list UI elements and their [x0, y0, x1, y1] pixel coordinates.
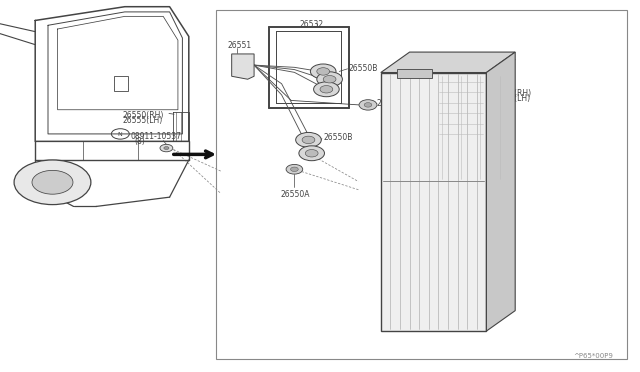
- FancyBboxPatch shape: [381, 73, 486, 331]
- Circle shape: [364, 103, 372, 107]
- Circle shape: [164, 147, 169, 150]
- Circle shape: [299, 146, 324, 161]
- FancyBboxPatch shape: [397, 69, 432, 78]
- Polygon shape: [486, 52, 515, 331]
- Text: 26521(RH): 26521(RH): [491, 89, 532, 97]
- Circle shape: [286, 164, 303, 174]
- Bar: [216, 10, 627, 359]
- Circle shape: [310, 64, 336, 79]
- Text: ^P65*00P9: ^P65*00P9: [573, 353, 612, 359]
- Circle shape: [296, 132, 321, 147]
- Circle shape: [291, 167, 298, 171]
- Circle shape: [359, 100, 377, 110]
- Text: 26550B: 26550B: [349, 64, 378, 73]
- Circle shape: [320, 86, 333, 93]
- Circle shape: [32, 170, 73, 194]
- Text: 26550A: 26550A: [376, 99, 406, 108]
- Circle shape: [317, 68, 330, 75]
- Text: 26532: 26532: [300, 20, 324, 29]
- Circle shape: [317, 72, 342, 87]
- Polygon shape: [381, 52, 515, 73]
- Polygon shape: [232, 54, 254, 79]
- Circle shape: [314, 82, 339, 97]
- Text: 26555(LH): 26555(LH): [123, 116, 163, 125]
- Text: 26551: 26551: [227, 41, 252, 50]
- Text: (8): (8): [134, 137, 145, 146]
- Circle shape: [323, 76, 336, 83]
- FancyBboxPatch shape: [114, 76, 128, 91]
- Text: 26550A: 26550A: [280, 190, 310, 199]
- Text: 26550B: 26550B: [323, 133, 353, 142]
- Circle shape: [305, 150, 318, 157]
- Text: 08911-10537: 08911-10537: [131, 132, 182, 141]
- Text: N: N: [117, 132, 122, 137]
- Circle shape: [302, 136, 315, 144]
- Circle shape: [14, 160, 91, 205]
- Text: 26550(RH): 26550(RH): [123, 111, 164, 120]
- Text: 26526(LH): 26526(LH): [491, 94, 531, 103]
- Circle shape: [160, 144, 173, 152]
